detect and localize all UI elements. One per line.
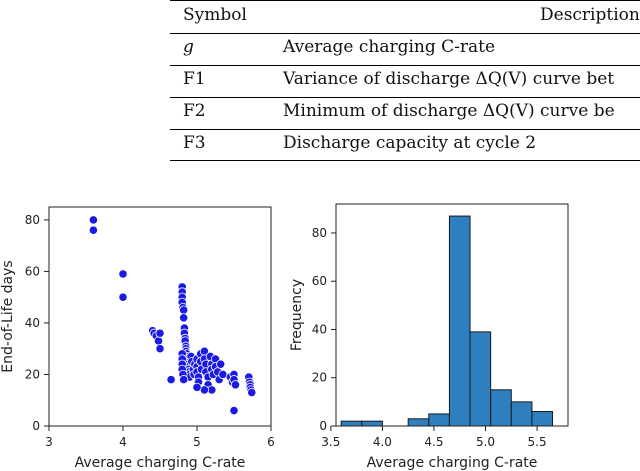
scatter-point <box>247 387 257 398</box>
scatter-point <box>118 269 128 279</box>
y-tick-label: 80 <box>25 213 40 227</box>
header-description: Description <box>540 5 640 25</box>
x-tick-label: 5.5 <box>528 435 547 449</box>
y-tick-label: 60 <box>25 264 40 278</box>
scatter-point <box>230 380 241 390</box>
header-symbol: Symbol <box>183 5 247 25</box>
table-row: F2 Minimum of discharge ΔQ(V) curve be <box>170 97 640 129</box>
x-tick-label: 3.5 <box>321 435 340 449</box>
scatter-point <box>179 305 189 315</box>
scatter-point <box>155 328 165 338</box>
x-tick-label: 4.0 <box>373 435 392 449</box>
scatter-point <box>179 375 189 385</box>
histogram-bar <box>531 411 554 427</box>
scatter-point <box>192 382 202 392</box>
table-row: g Average charging C-rate <box>170 33 640 65</box>
x-tick-label: 4.5 <box>424 435 443 449</box>
table-header-row: Symbol Description <box>170 1 640 33</box>
x-axis-label: Average charging C-rate <box>367 455 538 471</box>
table-row: F3 Discharge capacity at cycle 2 <box>170 129 640 161</box>
scatter-point <box>216 359 226 369</box>
scatter-point <box>118 292 128 302</box>
y-tick-label: 40 <box>312 322 327 336</box>
table-row: F1 Variance of discharge ΔQ(V) curve bet <box>170 65 640 97</box>
histogram-plot: 3.5 4.0 4.5 5.0 5.5 0 20 40 60 80 Average charging… <box>289 203 569 471</box>
y-tick-label: 60 <box>312 274 327 288</box>
table-row-rule <box>170 129 640 130</box>
scatter-point <box>166 375 176 385</box>
y-tick-label: 0 <box>319 419 327 433</box>
scatter-point <box>155 344 165 354</box>
x-tick-label: 6 <box>267 435 275 449</box>
table-row-rule <box>170 65 640 66</box>
row-description: Average charging C-rate <box>283 37 496 57</box>
table-top-rule <box>170 0 640 1</box>
row-description: Minimum of discharge ΔQ(V) curve be <box>283 101 615 121</box>
row-symbol: F1 <box>183 69 206 89</box>
plot-frame <box>48 206 272 427</box>
y-tick-label: 40 <box>25 316 40 330</box>
x-tick-label: 3 <box>45 435 53 449</box>
scatter-point <box>153 336 164 346</box>
y-tick-label: 20 <box>312 371 327 385</box>
table-header-rule <box>170 33 640 34</box>
table-bottom-rule <box>170 160 640 161</box>
histogram-bar <box>407 418 430 427</box>
histogram-bar <box>340 420 363 427</box>
x-tick-label: 5 <box>193 435 201 449</box>
x-axis-label: Average charging C-rate <box>75 455 246 471</box>
histogram-bar <box>361 420 383 427</box>
histogram-bar <box>469 331 492 427</box>
scatter-point <box>179 313 189 323</box>
plot-frame <box>335 203 569 427</box>
y-tick-label: 0 <box>32 419 40 433</box>
row-symbol: F2 <box>183 101 206 121</box>
scatter-point <box>229 405 239 416</box>
x-tick-label: 5.0 <box>476 435 495 449</box>
row-description: Variance of discharge ΔQ(V) curve bet <box>283 69 615 89</box>
scatter-point <box>88 215 99 225</box>
row-symbol: g <box>183 37 194 57</box>
y-tick-label: 80 <box>312 226 327 240</box>
histogram-bar <box>510 401 533 427</box>
x-tick-label: 4 <box>119 435 127 449</box>
y-tick-label: 20 <box>25 367 40 381</box>
table-row-rule <box>170 97 640 98</box>
y-axis-label: End-of-Life days <box>0 260 16 372</box>
histogram-bar <box>490 389 512 427</box>
y-axis-label: Frequency <box>289 279 305 351</box>
row-symbol: F3 <box>183 133 206 153</box>
histogram-bar <box>428 413 450 427</box>
scatter-point <box>88 225 99 235</box>
histogram-bar <box>448 215 471 427</box>
row-description: Discharge capacity at cycle 2 <box>283 133 537 153</box>
